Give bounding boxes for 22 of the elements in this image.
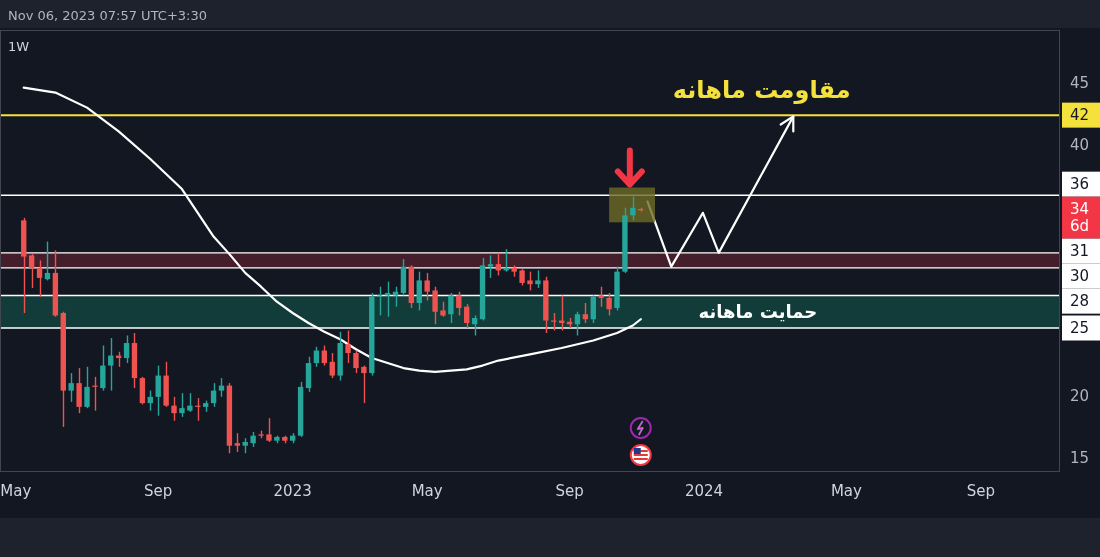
ref-line-label: 25 (1070, 319, 1090, 338)
x-tick-label: 2024 (684, 482, 724, 500)
text: Nov 06, 2023 07:57 UTC+3:30 (8, 7, 207, 23)
x-tick-label: Sep (966, 482, 996, 500)
ref-line-label: 31 (1070, 242, 1090, 261)
y-tick-label: 45 (1070, 73, 1090, 92)
x-tick-label: 2023 (273, 482, 312, 500)
x-tick-label: Sep (555, 482, 584, 500)
x-tick-label: May (0, 482, 32, 500)
text: 1W (8, 38, 30, 54)
ref-line-label: 36 (1070, 175, 1090, 194)
y-tick-label: 15 (1070, 449, 1090, 468)
annotation: مقاومت ماهانه (672, 76, 851, 105)
x-tick-label: Sep (144, 482, 173, 500)
ref-line-label: 42 (1070, 106, 1090, 125)
ref-line-label: 28 (1070, 292, 1090, 311)
y-tick-label: 20 (1070, 386, 1090, 405)
ref-line-label: 30 (1070, 267, 1090, 286)
x-tick-label: May (411, 482, 443, 500)
band-label: حمایت ماهانه (698, 301, 818, 323)
y-tick-label: 40 (1070, 136, 1090, 155)
x-tick-label: May (830, 482, 863, 500)
